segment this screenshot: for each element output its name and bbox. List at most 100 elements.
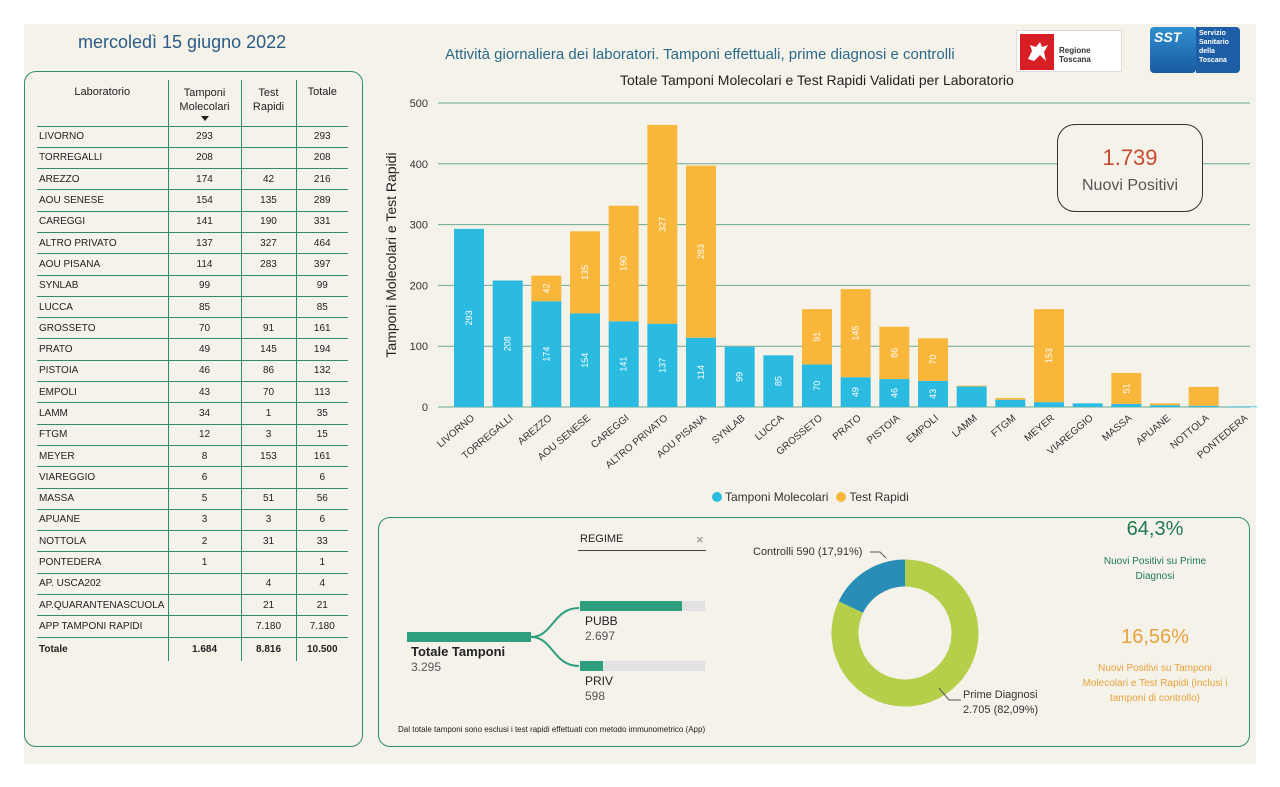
sst-text-line: Toscana xyxy=(1199,57,1227,64)
bar-data-label: 327 xyxy=(657,217,667,232)
cell-mol xyxy=(167,573,241,596)
y-tick-label: 0 xyxy=(422,402,428,414)
cell-rapid xyxy=(240,275,296,297)
cell-mol: 34 xyxy=(167,402,241,425)
table-row[interactable]: PISTOIA 46 86 132 xyxy=(37,360,348,383)
table-row[interactable]: MASSA 5 51 56 xyxy=(37,488,348,510)
bar-data-label: 114 xyxy=(696,365,706,379)
table-row[interactable]: FTGM 12 3 15 xyxy=(37,424,348,446)
y-axis-label: Tamponi Molecolari e Test Rapidi xyxy=(383,152,399,357)
tree-node-bar-pubb[interactable] xyxy=(580,601,705,611)
x-tick-label: MASSA xyxy=(1100,413,1134,444)
bar-molecular xyxy=(1188,405,1219,407)
table-row[interactable]: EMPOLI 43 70 113 xyxy=(37,381,348,404)
bar-data-label: 49 xyxy=(851,387,861,397)
table-header-row: Laboratorio Tamponi Molecolari Test Rapi… xyxy=(37,80,348,127)
table-row[interactable]: AOU PISANA 114 283 397 xyxy=(37,253,348,276)
bar-molecular xyxy=(492,280,523,407)
legend-label-rapid: Test Rapidi xyxy=(849,490,909,504)
table-row[interactable]: CAREGGI 141 190 331 xyxy=(37,211,348,233)
cell-total: 10.500 xyxy=(295,637,348,662)
cell-rapid: 70 xyxy=(240,381,296,404)
table-row[interactable]: AOU SENESE 154 135 289 xyxy=(37,189,348,212)
cell-rapid: 8.816 xyxy=(240,637,296,662)
table-row[interactable]: TORREGALLI 208 208 xyxy=(37,147,348,170)
positives-on-diagnoses-caption: Nuovi Positivi su Prime Diagnosi xyxy=(1103,556,1207,582)
column-header-lab[interactable]: Laboratorio xyxy=(37,80,168,127)
table-row[interactable]: NOTTOLA 2 31 33 xyxy=(37,530,348,553)
tree-root-bar[interactable] xyxy=(407,632,531,642)
cell-total: 1 xyxy=(295,551,348,574)
table-row[interactable]: PRATO 49 145 194 xyxy=(37,338,348,361)
cell-total: 7.180 xyxy=(295,615,348,638)
x-tick-label: FTGM xyxy=(989,413,1018,440)
tree-root-label: Totale Tamponi xyxy=(411,644,506,659)
column-header-total[interactable]: Totale xyxy=(295,80,348,127)
pegasus-emblem-icon xyxy=(1020,34,1054,70)
cell-rapid: 153 xyxy=(240,445,296,468)
bar-molecular xyxy=(1034,402,1064,407)
cell-mol xyxy=(167,615,241,638)
legend-item-molecular[interactable]: Tamponi Molecolari xyxy=(712,490,828,504)
cell-rapid xyxy=(240,126,296,148)
cell-mol: 174 xyxy=(167,168,241,191)
cell-lab: FTGM xyxy=(37,424,168,446)
cell-total: 464 xyxy=(295,232,348,255)
laboratory-table-panel: Laboratorio Tamponi Molecolari Test Rapi… xyxy=(24,71,363,747)
bar-rapid xyxy=(802,309,832,365)
table-row[interactable]: GROSSETO 70 91 161 xyxy=(37,317,348,340)
table-row[interactable]: APUANE 3 3 6 xyxy=(37,509,348,532)
tree-node-fill-priv xyxy=(580,661,603,671)
cell-lab: AP. USCA202 xyxy=(37,573,168,596)
new-positives-value: 1.739 xyxy=(1102,145,1158,170)
page-title: Attività giornaliera dei laboratori. Tam… xyxy=(445,46,955,63)
tree-node-fill-pubb xyxy=(580,601,683,611)
cell-lab: NOTTOLA xyxy=(37,530,168,553)
table-row[interactable]: LUCCA 85 85 xyxy=(37,296,348,319)
bar-data-label: 154 xyxy=(580,353,590,368)
legend-item-rapid[interactable]: Test Rapidi xyxy=(836,490,909,504)
clear-filter-icon[interactable]: × xyxy=(696,532,704,547)
sort-descending-icon[interactable] xyxy=(200,116,209,121)
cell-lab: VIAREGGIO xyxy=(37,466,168,489)
bar-rapid xyxy=(840,289,871,378)
column-header-molecular[interactable]: Tamponi Molecolari xyxy=(167,80,241,127)
column-header-molecular-label: Tamponi Molecolari xyxy=(179,87,230,113)
bar-data-label: 190 xyxy=(619,256,629,271)
regime-slicer-label[interactable]: REGIME xyxy=(580,533,624,545)
table-row[interactable]: ALTRO PRIVATO 137 327 464 xyxy=(37,232,348,255)
cell-total: 15 xyxy=(295,424,348,446)
table-total-row[interactable]: Totale 1.684 8.816 10.500 xyxy=(37,637,348,662)
cell-lab: PONTEDERA xyxy=(37,551,168,574)
cell-lab: AREZZO xyxy=(37,168,168,191)
table-row[interactable]: AP. USCA202 4 4 xyxy=(37,573,348,596)
table-row[interactable]: SYNLAB 99 99 xyxy=(37,275,348,297)
table-row[interactable]: LAMM 34 1 35 xyxy=(37,402,348,425)
table-row[interactable]: AP.QUARANTENASCUOLA 21 21 xyxy=(37,594,348,617)
donut-label-controlli: Controlli 590 (17,91%) xyxy=(753,546,863,558)
column-header-rapid[interactable]: Test Rapidi xyxy=(240,80,296,127)
table-row[interactable]: PONTEDERA 1 1 xyxy=(37,551,348,574)
sst-badge-text: SST xyxy=(1154,29,1182,45)
cell-rapid xyxy=(240,296,296,319)
cell-rapid xyxy=(240,551,296,574)
cell-total: 6 xyxy=(295,466,348,489)
donut-slice-controlli[interactable] xyxy=(831,559,979,707)
x-tick-label: PRATO xyxy=(831,413,864,443)
tree-node-bar-priv[interactable] xyxy=(580,661,705,671)
cell-rapid: 4 xyxy=(240,573,296,596)
new-positives-card: 1.739 Nuovi Positivi xyxy=(1057,124,1203,212)
bar-molecular xyxy=(531,301,562,407)
table-row[interactable]: LIVORNO 293 293 xyxy=(37,126,348,148)
y-tick-label: 500 xyxy=(410,98,428,110)
cell-rapid: 3 xyxy=(240,424,296,446)
table-row[interactable]: AREZZO 174 42 216 xyxy=(37,168,348,191)
bar-rapid xyxy=(570,231,600,314)
bar-data-label: 99 xyxy=(735,372,745,382)
table-row[interactable]: APP TAMPONI RAPIDI 7.180 7.180 xyxy=(37,615,348,638)
regione-toscana-logo: Regione Toscana xyxy=(1016,30,1122,72)
table-row[interactable]: MEYER 8 153 161 xyxy=(37,445,348,468)
cell-lab: SYNLAB xyxy=(37,275,168,297)
table-row[interactable]: VIAREGGIO 6 6 xyxy=(37,466,348,489)
bar-data-label: 145 xyxy=(851,326,861,341)
